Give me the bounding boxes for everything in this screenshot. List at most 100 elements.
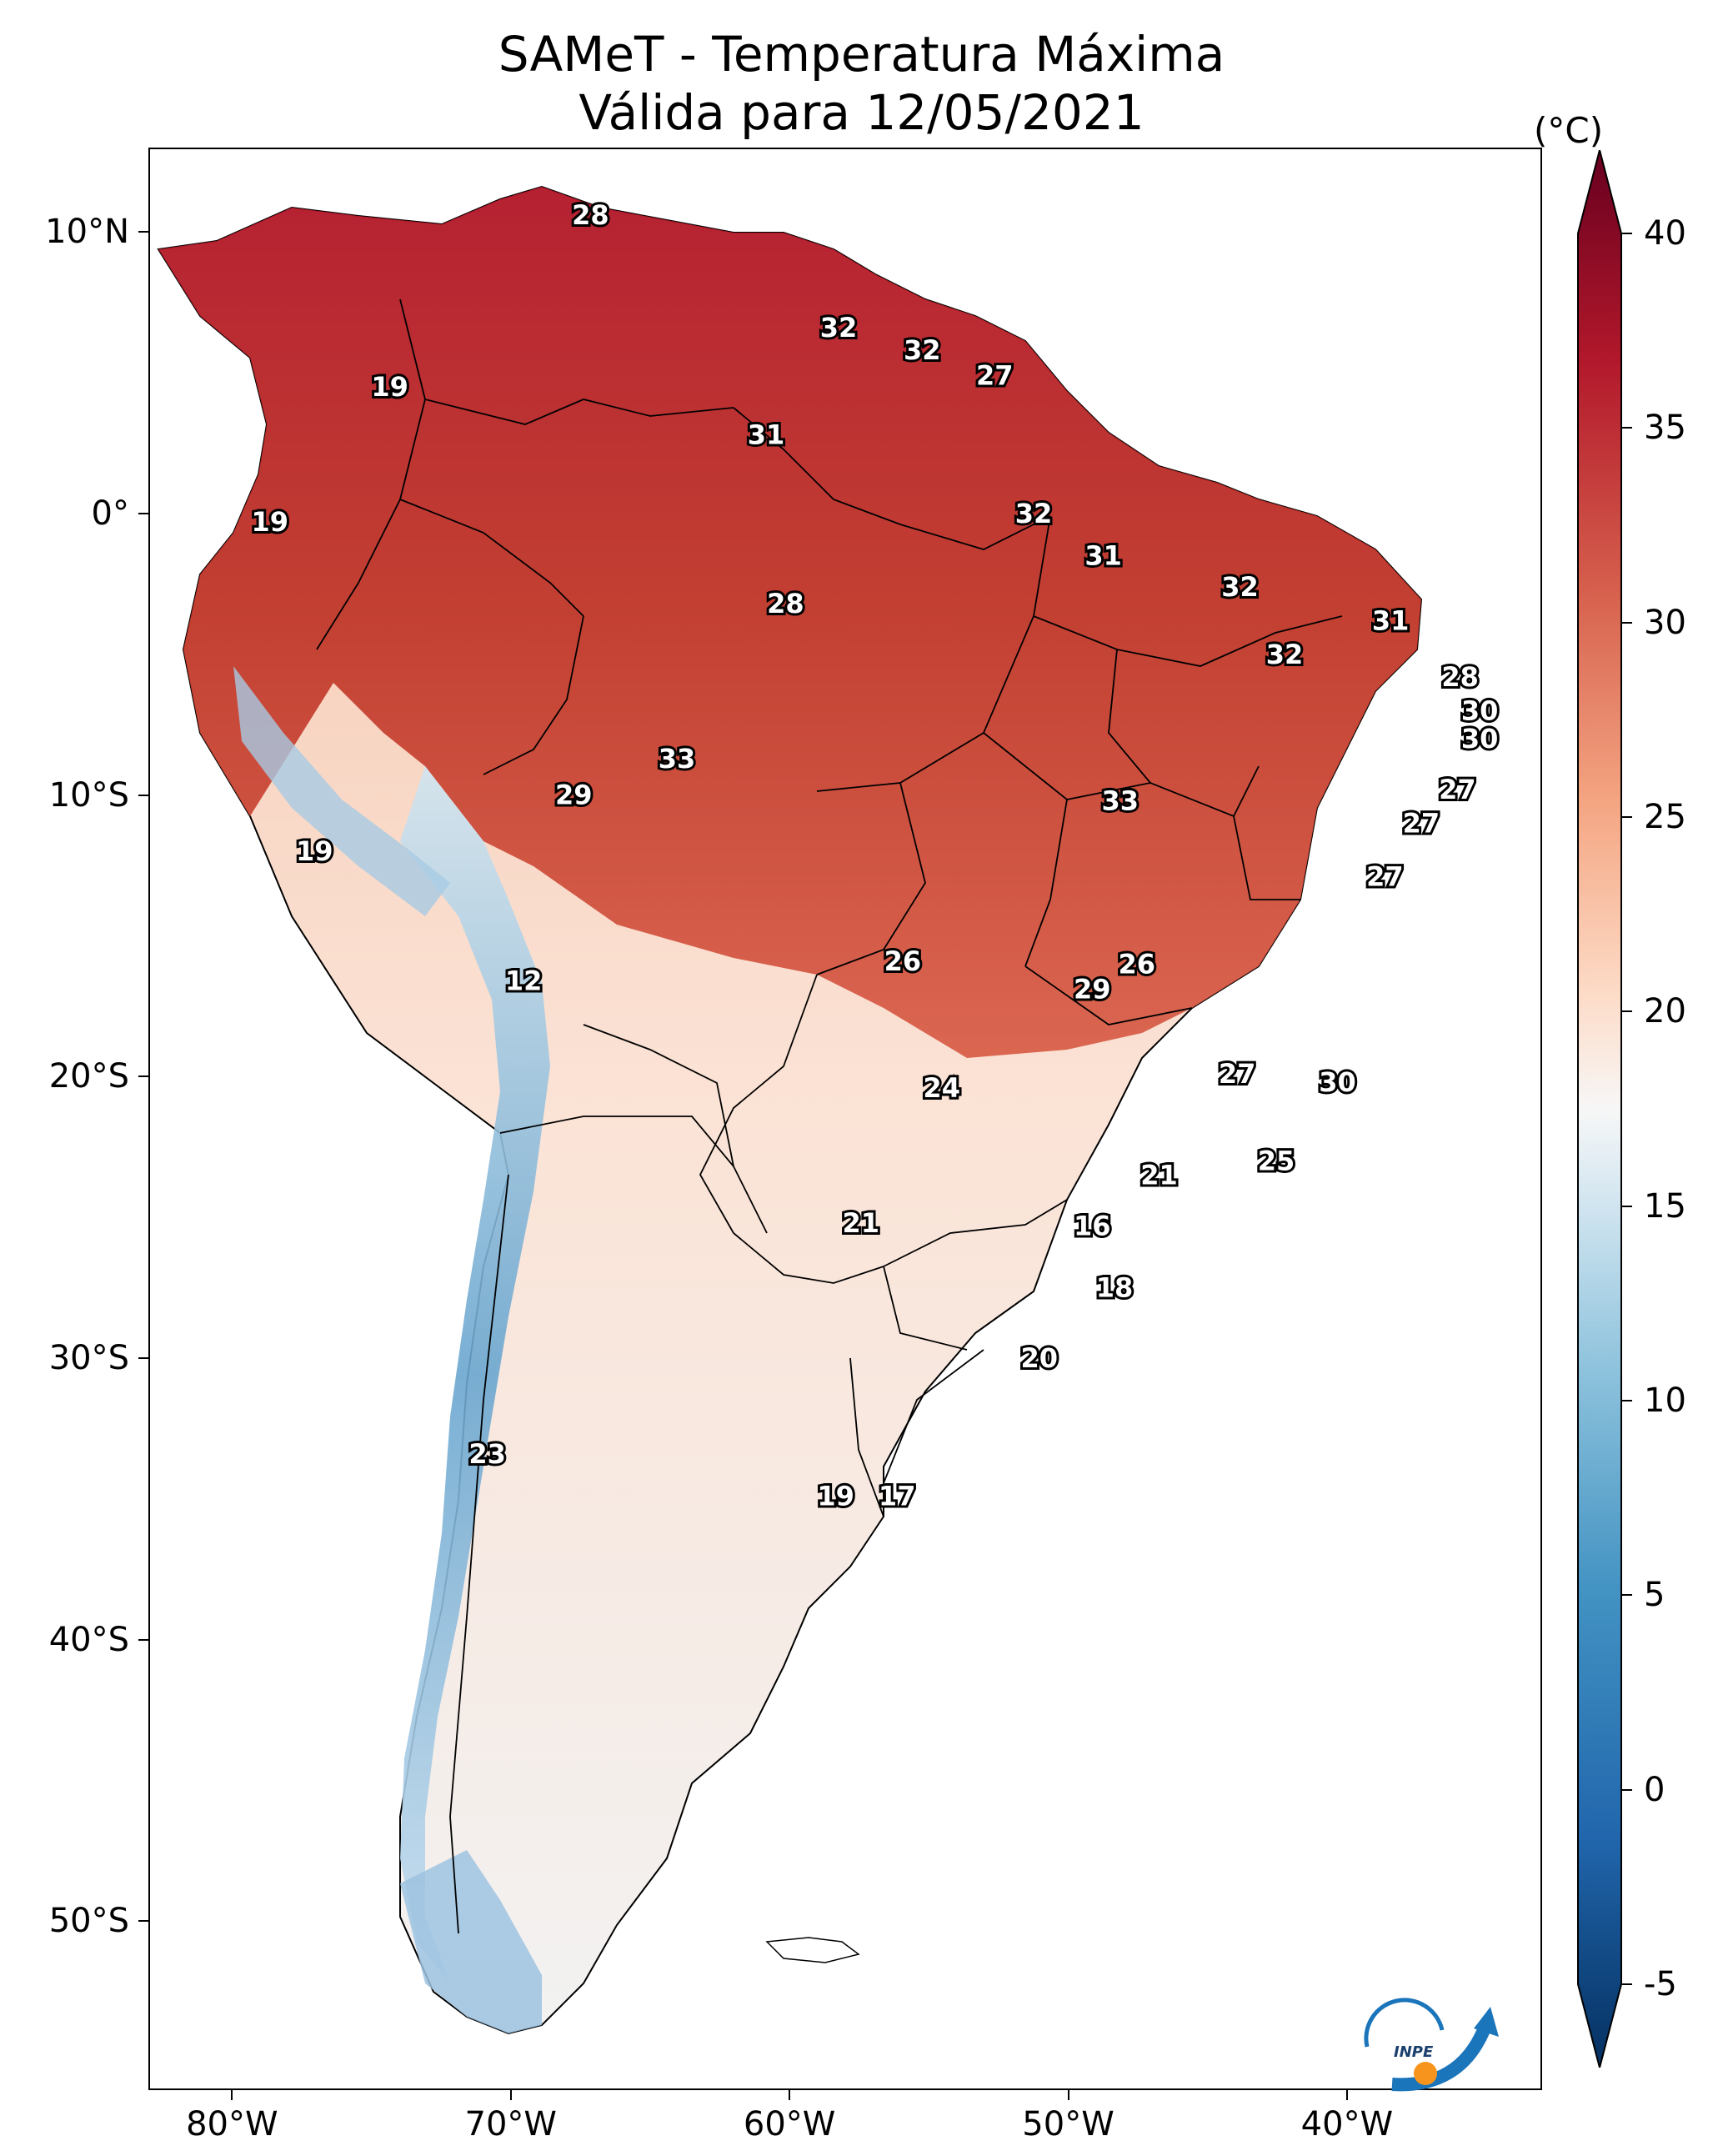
temperature-label: 19 [371, 371, 408, 403]
temperature-label: 31 [1372, 604, 1410, 636]
temperature-label: 28 [1441, 661, 1479, 693]
andes-cold-band [400, 766, 550, 1983]
temperature-label: 28 [767, 588, 804, 619]
colorbar-tick-label: -5 [1644, 1965, 1677, 2003]
map-panel: 28 19 32 32 27 31 19 32 31 28 32 31 32 28 30 30 33 29 27 33… [148, 148, 1542, 2090]
colorbar-tick-label: 5 [1644, 1576, 1665, 1615]
lat-tick-label: 30°S [48, 1339, 129, 1378]
temperature-label: 33 [659, 743, 696, 775]
political-borders [316, 298, 1343, 1934]
temperature-label: 27 [1366, 861, 1404, 893]
lon-tick-label: 50°W [1022, 2105, 1114, 2143]
colorbar-tick-label: 0 [1644, 1770, 1665, 1809]
lat-tick-mark [138, 231, 148, 233]
lat-tick-label: 50°S [48, 1902, 129, 1941]
temperature-label: 25 [1258, 1146, 1295, 1177]
colorbar-tick-label: 30 [1644, 603, 1686, 642]
temperature-label: 27 [1403, 807, 1440, 839]
lon-tick-label: 40°W [1300, 2105, 1394, 2143]
temperature-label: 21 [842, 1207, 879, 1239]
colorbar-tick-label: 35 [1644, 409, 1686, 448]
lon-tick-mark [509, 2090, 512, 2100]
lon-tick-label: 60°W [743, 2105, 836, 2143]
colorbar-unit: (°C) [1534, 110, 1604, 151]
temperature-label: 16 [1074, 1210, 1111, 1241]
temperature-label: 18 [1096, 1272, 1134, 1304]
title-line-2: Válida para 12/05/2021 [579, 84, 1144, 141]
colorbar-tick-mark [1622, 1400, 1632, 1401]
lon-tick-mark [1345, 2090, 1348, 2100]
colorbar-bar [1577, 150, 1622, 2068]
colorbar-tick-mark [1622, 233, 1632, 234]
colorbar-tick-mark [1622, 1983, 1632, 1985]
falkland-islands [765, 1937, 860, 1963]
colorbar-tick-label: 20 [1644, 992, 1686, 1031]
colorbar-tick-mark [1622, 427, 1632, 429]
temperature-label: 31 [1084, 540, 1122, 572]
lon-tick-mark [231, 2090, 233, 2100]
lat-tick-mark [138, 1357, 148, 1360]
colorbar-tick-label: 10 [1644, 1381, 1686, 1420]
colorbar [1577, 150, 1622, 2068]
temperature-label: 31 [748, 419, 785, 450]
temperature-label: 30 [1319, 1066, 1356, 1098]
lat-tick-mark [138, 1920, 148, 1923]
lon-tick-mark [1067, 2090, 1069, 2100]
patagonia-cold [400, 1850, 542, 2033]
temperature-label: 17 [879, 1480, 916, 1512]
lat-tick-mark [138, 1075, 148, 1078]
temperature-label: 32 [1015, 498, 1053, 529]
hot-region [158, 187, 1421, 1058]
temperature-label: 23 [468, 1438, 506, 1470]
lat-tick-mark [138, 512, 148, 514]
temperature-label: 27 [1219, 1058, 1256, 1090]
colorbar-tick-mark [1622, 621, 1632, 624]
title-line-1: SAMeT - Temperatura Máxima [498, 26, 1225, 83]
temperature-label: 12 [505, 965, 543, 997]
lat-tick-mark [138, 794, 148, 796]
lat-tick-label: 10°S [48, 775, 129, 815]
lon-tick-label: 80°W [186, 2105, 278, 2143]
temperature-label: 28 [572, 199, 609, 231]
temperature-label: 19 [296, 835, 333, 867]
temperature-label: 32 [1266, 639, 1304, 670]
colorbar-tick-mark [1622, 1788, 1632, 1791]
temperature-label: 20 [1020, 1342, 1058, 1374]
temperature-label: 32 [904, 334, 941, 366]
temperature-label: 30 [1461, 694, 1499, 726]
temperature-label: 29 [1074, 974, 1111, 1005]
colorbar-tick-mark [1622, 1205, 1632, 1207]
inpe-logo-text: INPE [1394, 2043, 1434, 2061]
temperature-label: 33 [1101, 785, 1139, 816]
lon-tick-mark [789, 2090, 791, 2100]
temperature-label: 32 [820, 312, 858, 343]
lat-tick-label: 40°S [48, 1620, 129, 1659]
temperature-label: 26 [1119, 948, 1156, 980]
temperature-label: 30 [1461, 723, 1499, 755]
lat-tick-mark [138, 1638, 148, 1641]
temperature-label: 19 [817, 1480, 854, 1512]
temperature-label: 19 [252, 506, 289, 538]
lon-tick-label: 70°W [464, 2105, 557, 2143]
map-title: SAMeT - Temperatura Máxima Válida para 1… [0, 25, 1723, 142]
temperature-label: 29 [555, 780, 593, 811]
colorbar-tick-label: 40 [1644, 214, 1686, 253]
temperature-label: 24 [923, 1072, 960, 1104]
colorbar-tick-mark [1622, 1010, 1632, 1013]
temperature-label: 21 [1140, 1160, 1178, 1191]
temperature-label: 27 [1439, 774, 1476, 805]
colorbar-tick-label: 15 [1644, 1186, 1686, 1226]
colorbar-tick-mark [1622, 816, 1632, 818]
inpe-logo: INPE [1364, 1998, 1499, 2092]
temperature-label: 32 [1221, 571, 1259, 603]
peru-highlands [233, 666, 450, 916]
lat-tick-label: 20°S [48, 1057, 129, 1096]
lat-tick-label: 10°N [45, 213, 129, 252]
colorbar-tick-mark [1622, 1594, 1632, 1597]
lat-tick-label: 0° [91, 494, 129, 533]
colorbar-tick-label: 25 [1644, 798, 1686, 836]
temperature-label: 26 [884, 945, 922, 977]
temperature-label: 27 [976, 360, 1014, 392]
